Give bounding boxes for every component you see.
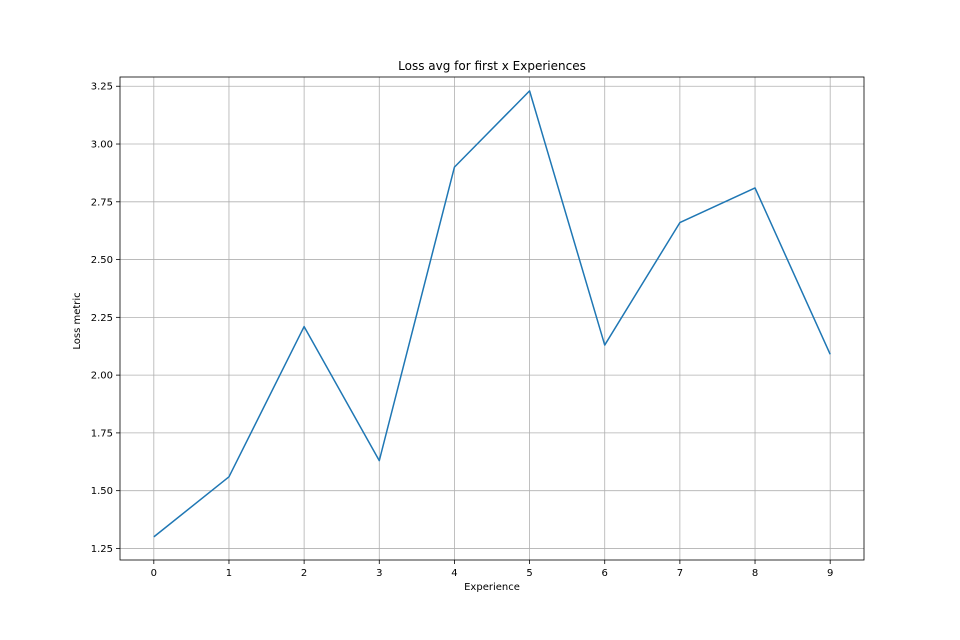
y-tick-label: 3.00 xyxy=(91,140,113,151)
grid xyxy=(120,77,864,560)
plot-area xyxy=(120,77,864,560)
y-axis-label: Loss metric xyxy=(72,292,83,349)
y-tick-label: 2.50 xyxy=(91,255,113,266)
x-tick-label: 3 xyxy=(376,568,382,579)
x-tick-label: 1 xyxy=(226,568,232,579)
x-axis-label: Experience xyxy=(464,582,520,593)
x-tick-label: 0 xyxy=(151,568,157,579)
y-tick-label: 2.00 xyxy=(91,371,113,382)
x-tick-label: 2 xyxy=(301,568,307,579)
axes-frame xyxy=(119,76,865,561)
x-tick-label: 7 xyxy=(677,568,683,579)
chart-title: Loss avg for first x Experiences xyxy=(398,59,586,73)
y-tick-label: 1.50 xyxy=(91,486,113,497)
x-axis: 0 1 2 3 4 5 6 7 8 9 xyxy=(151,560,833,579)
x-tick-label: 6 xyxy=(602,568,608,579)
x-tick-label: 8 xyxy=(752,568,758,579)
x-tick-label: 5 xyxy=(526,568,532,579)
y-tick-label: 1.25 xyxy=(91,544,113,555)
y-tick-label: 3.25 xyxy=(91,82,113,93)
y-tick-label: 2.25 xyxy=(91,313,113,324)
y-tick-label: 1.75 xyxy=(91,428,113,439)
x-tick-label: 4 xyxy=(451,568,457,579)
x-tick-label: 9 xyxy=(827,568,833,579)
series-layer xyxy=(153,90,831,538)
y-tick-label: 2.75 xyxy=(91,197,113,208)
y-axis: 1.25 1.50 1.75 2.00 2.25 2.50 2.75 3.00 3.25 xyxy=(91,82,120,555)
series-line xyxy=(153,90,831,538)
